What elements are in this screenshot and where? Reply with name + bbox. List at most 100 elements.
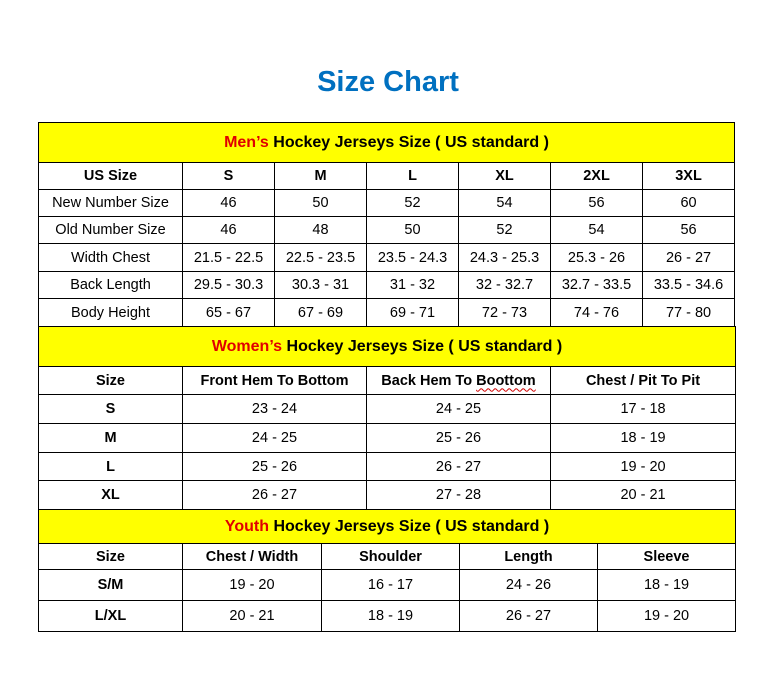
column-header: Chest / Pit To Pit bbox=[549, 366, 737, 395]
section-header-accent: Youth bbox=[224, 517, 270, 535]
row-label: S/M bbox=[38, 569, 183, 601]
column-header-row: US Size S M L XL 2XL 3XL bbox=[38, 162, 736, 190]
table-cell: 32 - 32.7 bbox=[458, 271, 551, 299]
table-cell: 54 bbox=[458, 189, 551, 217]
table-row: Back Length 29.5 - 30.3 30.3 - 31 31 - 32 32… bbox=[38, 271, 736, 299]
table-cell: 18 - 19 bbox=[596, 569, 737, 601]
table-cell: 56 bbox=[641, 216, 736, 244]
table-cell: 27 - 28 bbox=[366, 480, 551, 510]
column-header: US Size bbox=[38, 162, 183, 190]
column-header: S bbox=[182, 162, 275, 190]
column-header: Shoulder bbox=[321, 543, 460, 570]
table-row: L 25 - 26 26 - 27 19 - 20 bbox=[38, 452, 737, 481]
table-cell: 26 - 27 bbox=[459, 600, 598, 632]
table-cell: 77 - 80 bbox=[641, 298, 736, 327]
row-label: L/XL bbox=[38, 600, 183, 632]
column-header: 3XL bbox=[641, 162, 736, 190]
table-cell: 69 - 71 bbox=[366, 298, 459, 327]
table-cell: 18 - 19 bbox=[321, 600, 460, 632]
table-cell: 30.3 - 31 bbox=[274, 271, 367, 299]
column-header: Length bbox=[459, 543, 598, 570]
section-header: Youth Hockey Jerseys Size ( US standard … bbox=[37, 509, 737, 544]
table-row: S 23 - 24 24 - 25 17 - 18 bbox=[38, 394, 737, 424]
table-cell: 22.5 - 23.5 bbox=[274, 243, 367, 272]
row-label: L bbox=[38, 452, 183, 481]
row-label: New Number Size bbox=[38, 189, 183, 217]
column-header: Size bbox=[38, 366, 183, 395]
section-header-text: Hockey Jerseys Size ( US standard ) bbox=[282, 337, 563, 355]
table-cell: 46 bbox=[182, 189, 275, 217]
column-header: Back Hem To Boottom bbox=[366, 366, 551, 395]
table-cell: 32.7 - 33.5 bbox=[550, 271, 643, 299]
table-cell: 52 bbox=[366, 189, 459, 217]
column-header: Sleeve bbox=[596, 543, 737, 570]
table-cell: 52 bbox=[458, 216, 551, 244]
column-header: 2XL bbox=[550, 162, 643, 190]
table-cell: 17 - 18 bbox=[549, 394, 737, 424]
table-cell: 60 bbox=[641, 189, 736, 217]
table-row: Body Height 65 - 67 67 - 69 69 - 71 72 - 73 7… bbox=[38, 298, 736, 327]
row-label: Width Chest bbox=[38, 243, 183, 272]
table-row: Width Chest 21.5 - 22.5 22.5 - 23.5 23.5 - … bbox=[38, 243, 736, 272]
column-header: Chest / Width bbox=[182, 543, 322, 570]
table-cell: 46 bbox=[182, 216, 275, 244]
row-label: Old Number Size bbox=[38, 216, 183, 244]
youth-size-table: Youth Hockey Jerseys Size ( US standard … bbox=[37, 509, 737, 632]
row-label: Back Length bbox=[38, 271, 183, 299]
table-cell: 50 bbox=[274, 189, 367, 217]
table-cell: 23.5 - 24.3 bbox=[366, 243, 459, 272]
page-title: Size Chart bbox=[317, 66, 459, 98]
table-cell: 20 - 21 bbox=[182, 600, 322, 632]
table-cell: 24 - 26 bbox=[459, 569, 598, 601]
column-header: M bbox=[274, 162, 367, 190]
section-header: Men’s Hockey Jerseys Size ( US standard … bbox=[37, 122, 736, 163]
column-header: Front Hem To Bottom bbox=[182, 366, 367, 395]
women-size-table: Women’s Hockey Jerseys Size ( US standar… bbox=[37, 326, 737, 510]
table-cell: 24.3 - 25.3 bbox=[458, 243, 551, 272]
column-header: XL bbox=[458, 162, 551, 190]
table-row: Old Number Size 46 48 50 52 54 56 bbox=[38, 216, 736, 244]
table-row: L/XL 20 - 21 18 - 19 26 - 27 19 - 20 bbox=[38, 600, 737, 632]
table-cell: 50 bbox=[366, 216, 459, 244]
table-row: M 24 - 25 25 - 26 18 - 19 bbox=[38, 423, 737, 453]
table-cell: 33.5 - 34.6 bbox=[641, 271, 736, 299]
column-header-row: Size Chest / Width Shoulder Length Sleeve bbox=[38, 543, 737, 570]
row-label: XL bbox=[38, 480, 183, 510]
table-cell: 54 bbox=[550, 216, 643, 244]
table-cell: 48 bbox=[274, 216, 367, 244]
table-row: New Number Size 46 50 52 54 56 60 bbox=[38, 189, 736, 217]
table-cell: 24 - 25 bbox=[366, 394, 551, 424]
men-size-table: Men’s Hockey Jerseys Size ( US standard … bbox=[37, 122, 736, 327]
row-label: Body Height bbox=[38, 298, 183, 327]
table-cell: 16 - 17 bbox=[321, 569, 460, 601]
table-cell: 67 - 69 bbox=[274, 298, 367, 327]
row-label: M bbox=[38, 423, 183, 453]
table-cell: 19 - 20 bbox=[549, 452, 737, 481]
table-cell: 26 - 27 bbox=[641, 243, 736, 272]
table-cell: 25 - 26 bbox=[182, 452, 367, 481]
table-cell: 26 - 27 bbox=[182, 480, 367, 510]
section-header-text: Hockey Jerseys Size ( US standard ) bbox=[269, 517, 550, 535]
table-row: S/M 19 - 20 16 - 17 24 - 26 18 - 19 bbox=[38, 569, 737, 601]
table-cell: 18 - 19 bbox=[549, 423, 737, 453]
column-header-row: Size Front Hem To Bottom Back Hem To Boott… bbox=[38, 366, 737, 395]
row-label: S bbox=[38, 394, 183, 424]
section-header-accent: Women’s bbox=[211, 337, 283, 355]
section-header-accent: Men’s bbox=[224, 133, 269, 151]
column-header: L bbox=[366, 162, 459, 190]
table-cell: 23 - 24 bbox=[182, 394, 367, 424]
column-header-text: Back Hem To Boottom bbox=[381, 372, 536, 389]
table-cell: 72 - 73 bbox=[458, 298, 551, 327]
table-cell: 25 - 26 bbox=[366, 423, 551, 453]
table-cell: 19 - 20 bbox=[596, 600, 737, 632]
section-header-text: Hockey Jerseys Size ( US standard ) bbox=[268, 133, 549, 151]
table-cell: 20 - 21 bbox=[549, 480, 737, 510]
table-cell: 19 - 20 bbox=[182, 569, 322, 601]
section-header: Women’s Hockey Jerseys Size ( US standar… bbox=[37, 326, 737, 367]
table-cell: 25.3 - 26 bbox=[550, 243, 643, 272]
table-cell: 31 - 32 bbox=[366, 271, 459, 299]
table-cell: 56 bbox=[550, 189, 643, 217]
table-cell: 29.5 - 30.3 bbox=[182, 271, 275, 299]
table-cell: 26 - 27 bbox=[366, 452, 551, 481]
table-cell: 24 - 25 bbox=[182, 423, 367, 453]
